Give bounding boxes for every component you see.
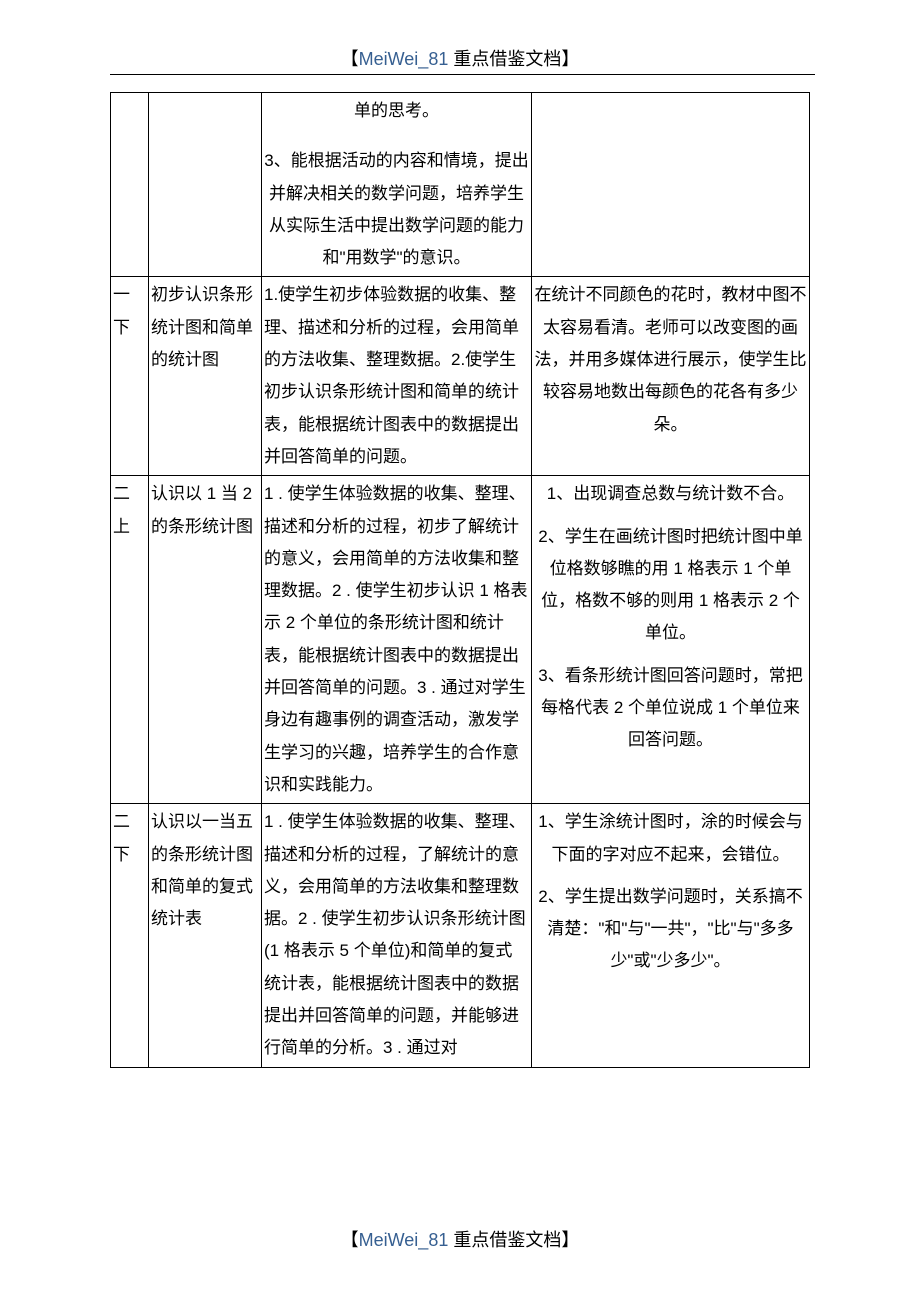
page-header: 【MeiWei_81 重点借鉴文档】 — [0, 45, 920, 71]
cell-topic: 认识以 1 当 2 的条形统计图 — [149, 476, 262, 804]
cell-text: 3、能根据活动的内容和情境，提出并解决相关的数学问题，培养学生从实际生活中提出数… — [264, 145, 529, 274]
header-divider — [110, 74, 815, 75]
cell-grade: 二上 — [111, 476, 149, 804]
footer-part2: 重点借鉴文档 — [448, 1230, 561, 1250]
cell-topic — [149, 93, 262, 277]
cell-topic: 初步认识条形统计图和简单的统计图 — [149, 277, 262, 476]
cell-topic: 认识以一当五的条形统计图和简单的复式统计表 — [149, 804, 262, 1067]
cell-grade — [111, 93, 149, 277]
cell-objective: 1.使学生初步体验数据的收集、整理、描述和分析的过程，会用简单的方法收集、整理数… — [262, 277, 532, 476]
cell-objective: 1 . 使学生体验数据的收集、整理、描述和分析的过程，了解统计的意义，会用简单的… — [262, 804, 532, 1067]
cell-text: 3、看条形统计图回答问题时，常把每格代表 2 个单位说成 1 个单位来回答问题。 — [534, 660, 807, 757]
cell-text: 2、学生在画统计图时把统计图中单位格数够瞧的用 1 格表示 1 个单位，格数不够… — [534, 521, 807, 650]
content-table: 单的思考。 3、能根据活动的内容和情境，提出并解决相关的数学问题，培养学生从实际… — [110, 92, 810, 1068]
footer-bracket-close: 】 — [561, 1230, 579, 1250]
footer-bracket-open: 【 — [341, 1230, 359, 1250]
cell-text: 2、学生提出数学问题时，关系搞不清楚："和"与"一共"，"比"与"多多少"或"少… — [534, 881, 807, 978]
cell-text: 单的思考。 — [264, 95, 529, 127]
page-footer: 【MeiWei_81 重点借鉴文档】 — [0, 1226, 920, 1252]
cell-notes — [532, 93, 810, 277]
footer-part1: MeiWei_81 — [359, 1230, 449, 1250]
cell-notes: 在统计不同颜色的花时，教材中图不太容易看清。老师可以改变图的画法，并用多媒体进行… — [532, 277, 810, 476]
header-part1: MeiWei_81 — [359, 49, 449, 69]
table-row: 二上 认识以 1 当 2 的条形统计图 1 . 使学生体验数据的收集、整理、描述… — [111, 476, 810, 804]
header-bracket-close: 】 — [561, 49, 579, 69]
cell-text: 1、出现调查总数与统计数不合。 — [534, 478, 807, 510]
header-part2: 重点借鉴文档 — [448, 49, 561, 69]
cell-grade: 二下 — [111, 804, 149, 1067]
cell-objective: 单的思考。 3、能根据活动的内容和情境，提出并解决相关的数学问题，培养学生从实际… — [262, 93, 532, 277]
cell-text: 1、学生涂统计图时，涂的时候会与下面的字对应不起来，会错位。 — [534, 806, 807, 871]
cell-notes: 1、出现调查总数与统计数不合。 2、学生在画统计图时把统计图中单位格数够瞧的用 … — [532, 476, 810, 804]
cell-grade: 一下 — [111, 277, 149, 476]
table-row: 单的思考。 3、能根据活动的内容和情境，提出并解决相关的数学问题，培养学生从实际… — [111, 93, 810, 277]
cell-notes: 1、学生涂统计图时，涂的时候会与下面的字对应不起来，会错位。 2、学生提出数学问… — [532, 804, 810, 1067]
header-bracket-open: 【 — [341, 49, 359, 69]
table-row: 二下 认识以一当五的条形统计图和简单的复式统计表 1 . 使学生体验数据的收集、… — [111, 804, 810, 1067]
cell-objective: 1 . 使学生体验数据的收集、整理、描述和分析的过程，初步了解统计的意义，会用简… — [262, 476, 532, 804]
table-row: 一下 初步认识条形统计图和简单的统计图 1.使学生初步体验数据的收集、整理、描述… — [111, 277, 810, 476]
